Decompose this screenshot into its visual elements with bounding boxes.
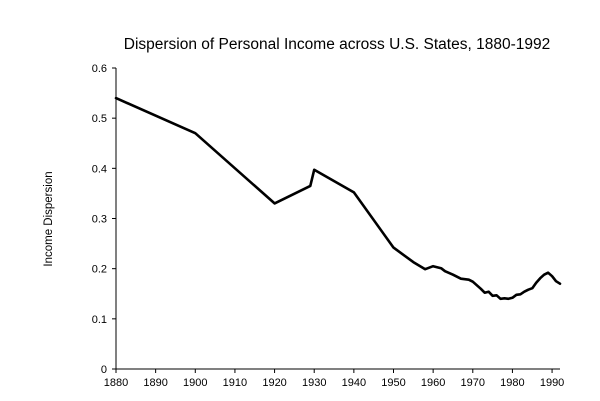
x-tick-label: 1990 — [540, 377, 564, 389]
x-tick-label: 1880 — [104, 377, 128, 389]
x-tick-label: 1890 — [143, 377, 167, 389]
y-tick-label: 0.5 — [92, 113, 107, 125]
y-tick-label: 0.2 — [92, 264, 107, 276]
y-axis-ticks: 0 0.1 0.2 0.3 0.4 0.5 0.6 — [92, 63, 116, 376]
x-tick-label: 1900 — [183, 377, 207, 389]
y-tick-label: 0 — [101, 364, 107, 376]
chart-title: Dispersion of Personal Income across U.S… — [124, 36, 550, 53]
y-tick-label: 0.6 — [92, 63, 107, 75]
x-tick-label: 1940 — [342, 377, 366, 389]
x-tick-label: 1910 — [223, 377, 247, 389]
y-tick-label: 0.1 — [92, 314, 107, 326]
x-tick-label: 1950 — [381, 377, 405, 389]
x-tick-label: 1980 — [500, 377, 524, 389]
y-axis-label: Income Dispersion — [43, 171, 55, 266]
x-tick-label: 1960 — [421, 377, 445, 389]
x-tick-label: 1930 — [302, 377, 326, 389]
series-group — [114, 96, 562, 301]
x-tick-label: 1970 — [461, 377, 485, 389]
x-tick-label: 1920 — [262, 377, 286, 389]
y-tick-label: 0.3 — [92, 214, 107, 226]
series-line — [114, 96, 562, 301]
y-tick-label: 0.4 — [92, 163, 107, 175]
x-axis-ticks: 1880 1890 1900 1910 1920 1930 1940 1950 1960 1970… — [104, 369, 564, 389]
